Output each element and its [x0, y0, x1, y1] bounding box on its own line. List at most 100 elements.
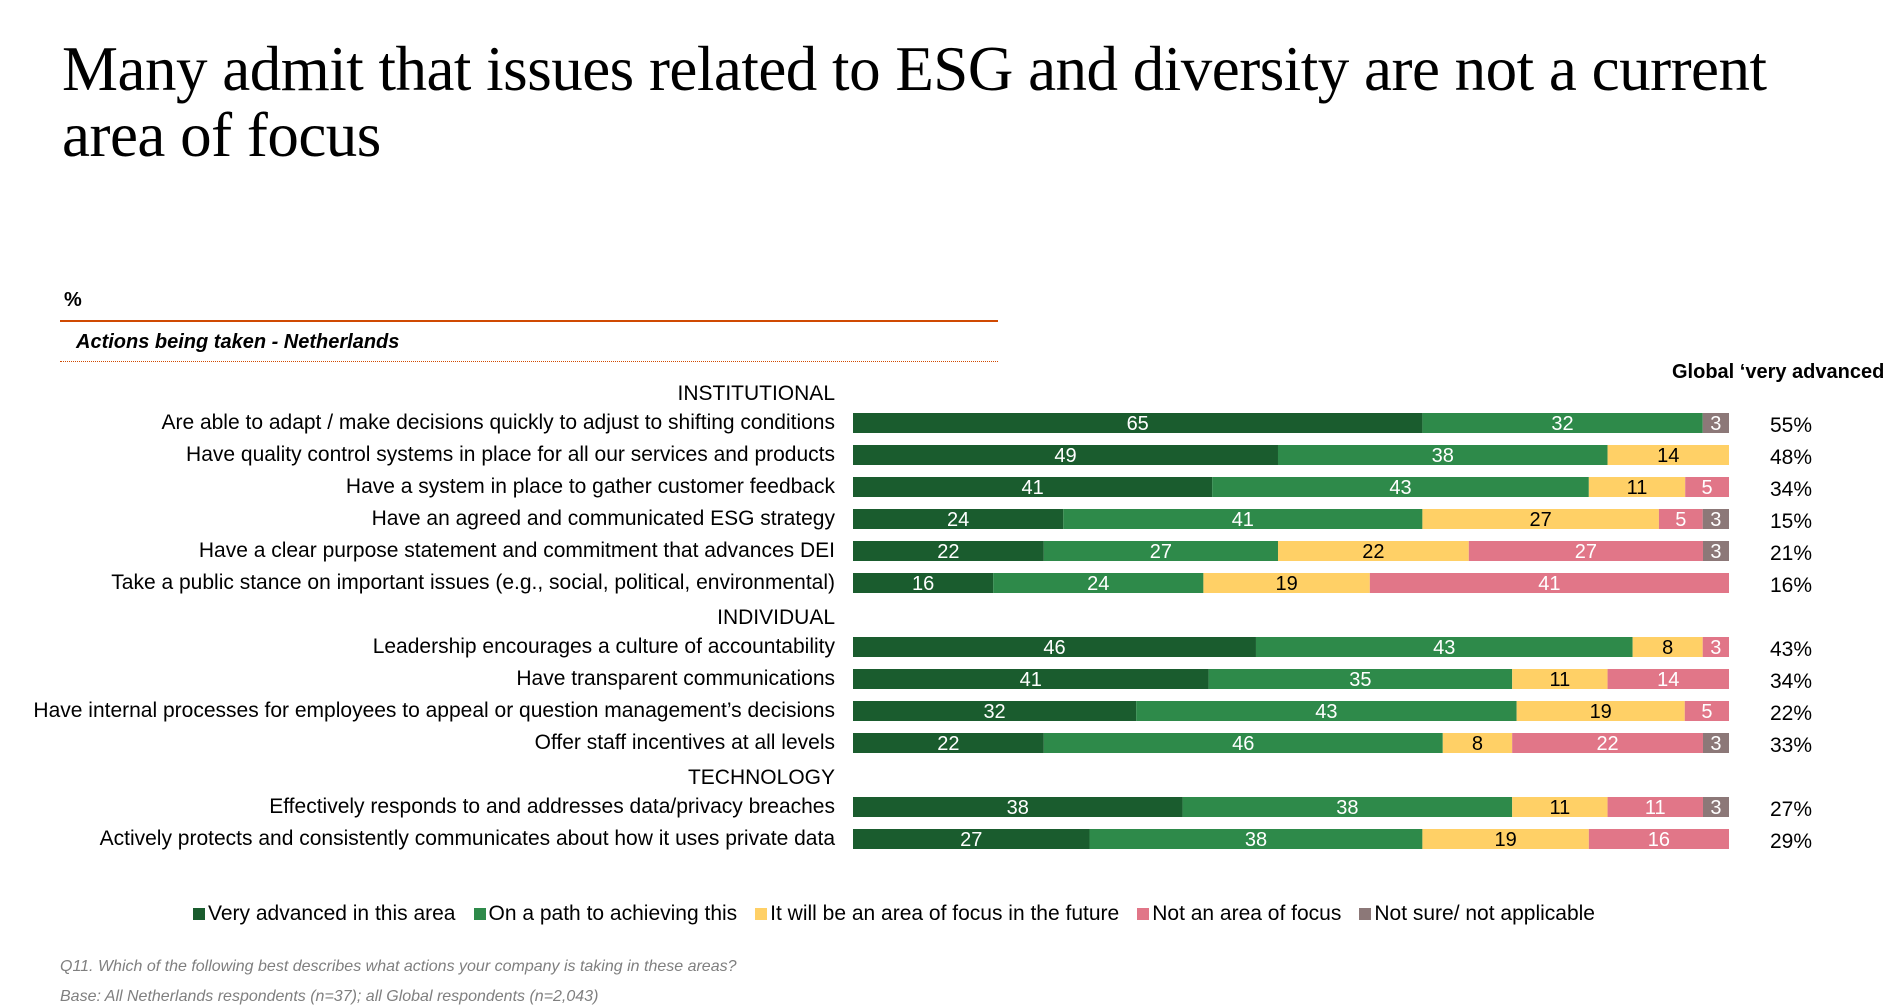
row-label: Are able to adapt / make decisions quick… [161, 411, 835, 434]
legend-label: On a path to achieving this [488, 902, 738, 925]
bar-segment-very-advanced-in-this-area [853, 829, 1090, 849]
bar-segment-not-an-area-of-focus [1512, 733, 1703, 753]
bar-value-label: 41 [1538, 573, 1560, 595]
legend-label: Not an area of focus [1152, 902, 1342, 925]
bar-value-label: 24 [947, 509, 969, 531]
bar-segment-not-sure-not-applicable [1702, 413, 1729, 433]
bar-value-label: 41 [1021, 477, 1043, 499]
bar-segment-not-an-area-of-focus [1588, 829, 1729, 849]
page-title: Many admit that issues related to ESG an… [62, 34, 1767, 170]
row-label: Leadership encourages a culture of accou… [372, 635, 835, 658]
legend-swatch-icon [473, 908, 486, 920]
legend-label: Very advanced in this area [208, 902, 456, 925]
bar-value-label: 22 [1362, 541, 1384, 563]
bar-value-label: 46 [1232, 733, 1254, 755]
bar-value-label: 22 [937, 541, 959, 563]
legend-swatch-icon [193, 908, 205, 920]
bar-segment-not-an-area-of-focus [1607, 669, 1729, 689]
bar-segment-on-a-path-to-achieving-this [1208, 669, 1513, 689]
bar-segment-it-will-be-an-area-of-focus-in-the-future [1516, 701, 1685, 721]
global-very-advanced-value: 43% [1770, 638, 1813, 661]
bar-value-label: 38 [1432, 445, 1454, 467]
bar-segment-on-a-path-to-achieving-this [993, 573, 1204, 593]
bar-value-label: 43 [1389, 477, 1411, 499]
bar-segment-not-sure-not-applicable [1702, 733, 1729, 753]
global-very-advanced-value: 48% [1770, 446, 1813, 469]
bar-value-label: 19 [1275, 573, 1297, 595]
bar-value-label: 16 [912, 573, 934, 595]
bar-segment-very-advanced-in-this-area [853, 733, 1044, 753]
bar-segment-not-an-area-of-focus [1684, 701, 1729, 721]
bar-value-label: 8 [1472, 733, 1483, 755]
bar-segment-very-advanced-in-this-area [853, 669, 1209, 689]
bar-value-label: 22 [1596, 733, 1618, 755]
bar-value-label: 11 [1549, 669, 1570, 691]
bar-value-label: 46 [1043, 637, 1065, 659]
bar-segment-not-an-area-of-focus [1685, 477, 1729, 497]
bar-segment-it-will-be-an-area-of-focus-in-the-future [1588, 477, 1686, 497]
bar-segment-it-will-be-an-area-of-focus-in-the-future [1442, 733, 1513, 753]
section-label-technology: TECHNOLOGY [687, 766, 835, 789]
bar-segment-very-advanced-in-this-area [853, 541, 1044, 561]
bar-value-label: 24 [1087, 573, 1109, 595]
header-rule [60, 320, 998, 322]
bar-segment-it-will-be-an-area-of-focus-in-the-future [1277, 541, 1469, 561]
legend-item: On a path to achieving this [473, 902, 738, 926]
bar-segment-very-advanced-in-this-area [853, 445, 1278, 465]
bar-value-label: 3 [1710, 541, 1721, 563]
bar-value-label: 38 [1245, 829, 1267, 851]
bar-value-label: 14 [1657, 669, 1679, 691]
bar-segment-very-advanced-in-this-area [853, 413, 1423, 433]
bar-segment-on-a-path-to-achieving-this [1043, 733, 1443, 753]
bar-value-label: 35 [1349, 669, 1371, 691]
bar-segment-it-will-be-an-area-of-focus-in-the-future [1422, 829, 1589, 849]
row-label: Have a clear purpose statement and commi… [198, 539, 835, 562]
bar-value-label: 3 [1710, 509, 1721, 531]
legend-item: Not sure/ not applicable [1359, 902, 1595, 926]
bar-value-label: 11 [1627, 477, 1648, 499]
bar-value-label: 19 [1590, 701, 1612, 723]
bar-segment-it-will-be-an-area-of-focus-in-the-future [1512, 669, 1608, 689]
row-label: Actively protects and consistently commu… [99, 827, 835, 850]
row-label: Have a system in place to gather custome… [345, 475, 835, 498]
bar-value-label: 3 [1710, 733, 1721, 755]
section-label-institutional: INSTITUTIONAL [677, 382, 835, 405]
legend-swatch-icon [755, 908, 768, 920]
bar-value-label: 3 [1710, 637, 1721, 659]
bar-segment-not-an-area-of-focus [1702, 637, 1729, 657]
bar-value-label: 11 [1645, 797, 1666, 819]
bar-value-label: 27 [960, 829, 982, 851]
legend-item: Not an area of focus [1137, 902, 1341, 926]
bar-segment-on-a-path-to-achieving-this [1255, 637, 1633, 657]
row-label: Offer staff incentives at all levels [534, 731, 835, 754]
bar-segment-not-sure-not-applicable [1702, 509, 1729, 529]
global-very-advanced-value: 21% [1770, 542, 1813, 565]
bar-value-label: 43 [1315, 701, 1337, 723]
bar-value-label: 11 [1549, 797, 1570, 819]
bar-segment-very-advanced-in-this-area [853, 477, 1213, 497]
global-very-advanced-value: 29% [1770, 830, 1813, 853]
bar-segment-not-an-area-of-focus [1607, 797, 1703, 817]
bar-segment-very-advanced-in-this-area [853, 701, 1137, 721]
bar-value-label: 8 [1662, 637, 1673, 659]
bar-value-label: 27 [1530, 509, 1552, 531]
row-label: Take a public stance on important issues… [111, 571, 835, 594]
bar-segment-not-an-area-of-focus [1468, 541, 1703, 561]
bar-value-label: 5 [1675, 509, 1686, 531]
bar-segment-not-sure-not-applicable [1702, 541, 1729, 561]
row-label: Have internal processes for employees to… [33, 699, 835, 722]
bar-segment-on-a-path-to-achieving-this [1043, 541, 1278, 561]
bar-segment-not-sure-not-applicable [1702, 797, 1729, 817]
footnote-base: Base: All Netherlands respondents (n=37)… [60, 988, 599, 1005]
global-very-advanced-value: 27% [1770, 798, 1813, 821]
bar-segment-very-advanced-in-this-area [853, 797, 1183, 817]
bar-value-label: 32 [1551, 413, 1573, 435]
legend-label: Not sure/ not applicable [1374, 902, 1595, 925]
bar-segment-it-will-be-an-area-of-focus-in-the-future [1632, 637, 1703, 657]
unit-label: % [64, 289, 82, 311]
bar-segment-not-an-area-of-focus [1658, 509, 1703, 529]
bar-value-label: 41 [1020, 669, 1042, 691]
global-column-header: Global ‘very advanced [1672, 361, 1885, 383]
section-label-individual: INDIVIDUAL [717, 606, 835, 629]
